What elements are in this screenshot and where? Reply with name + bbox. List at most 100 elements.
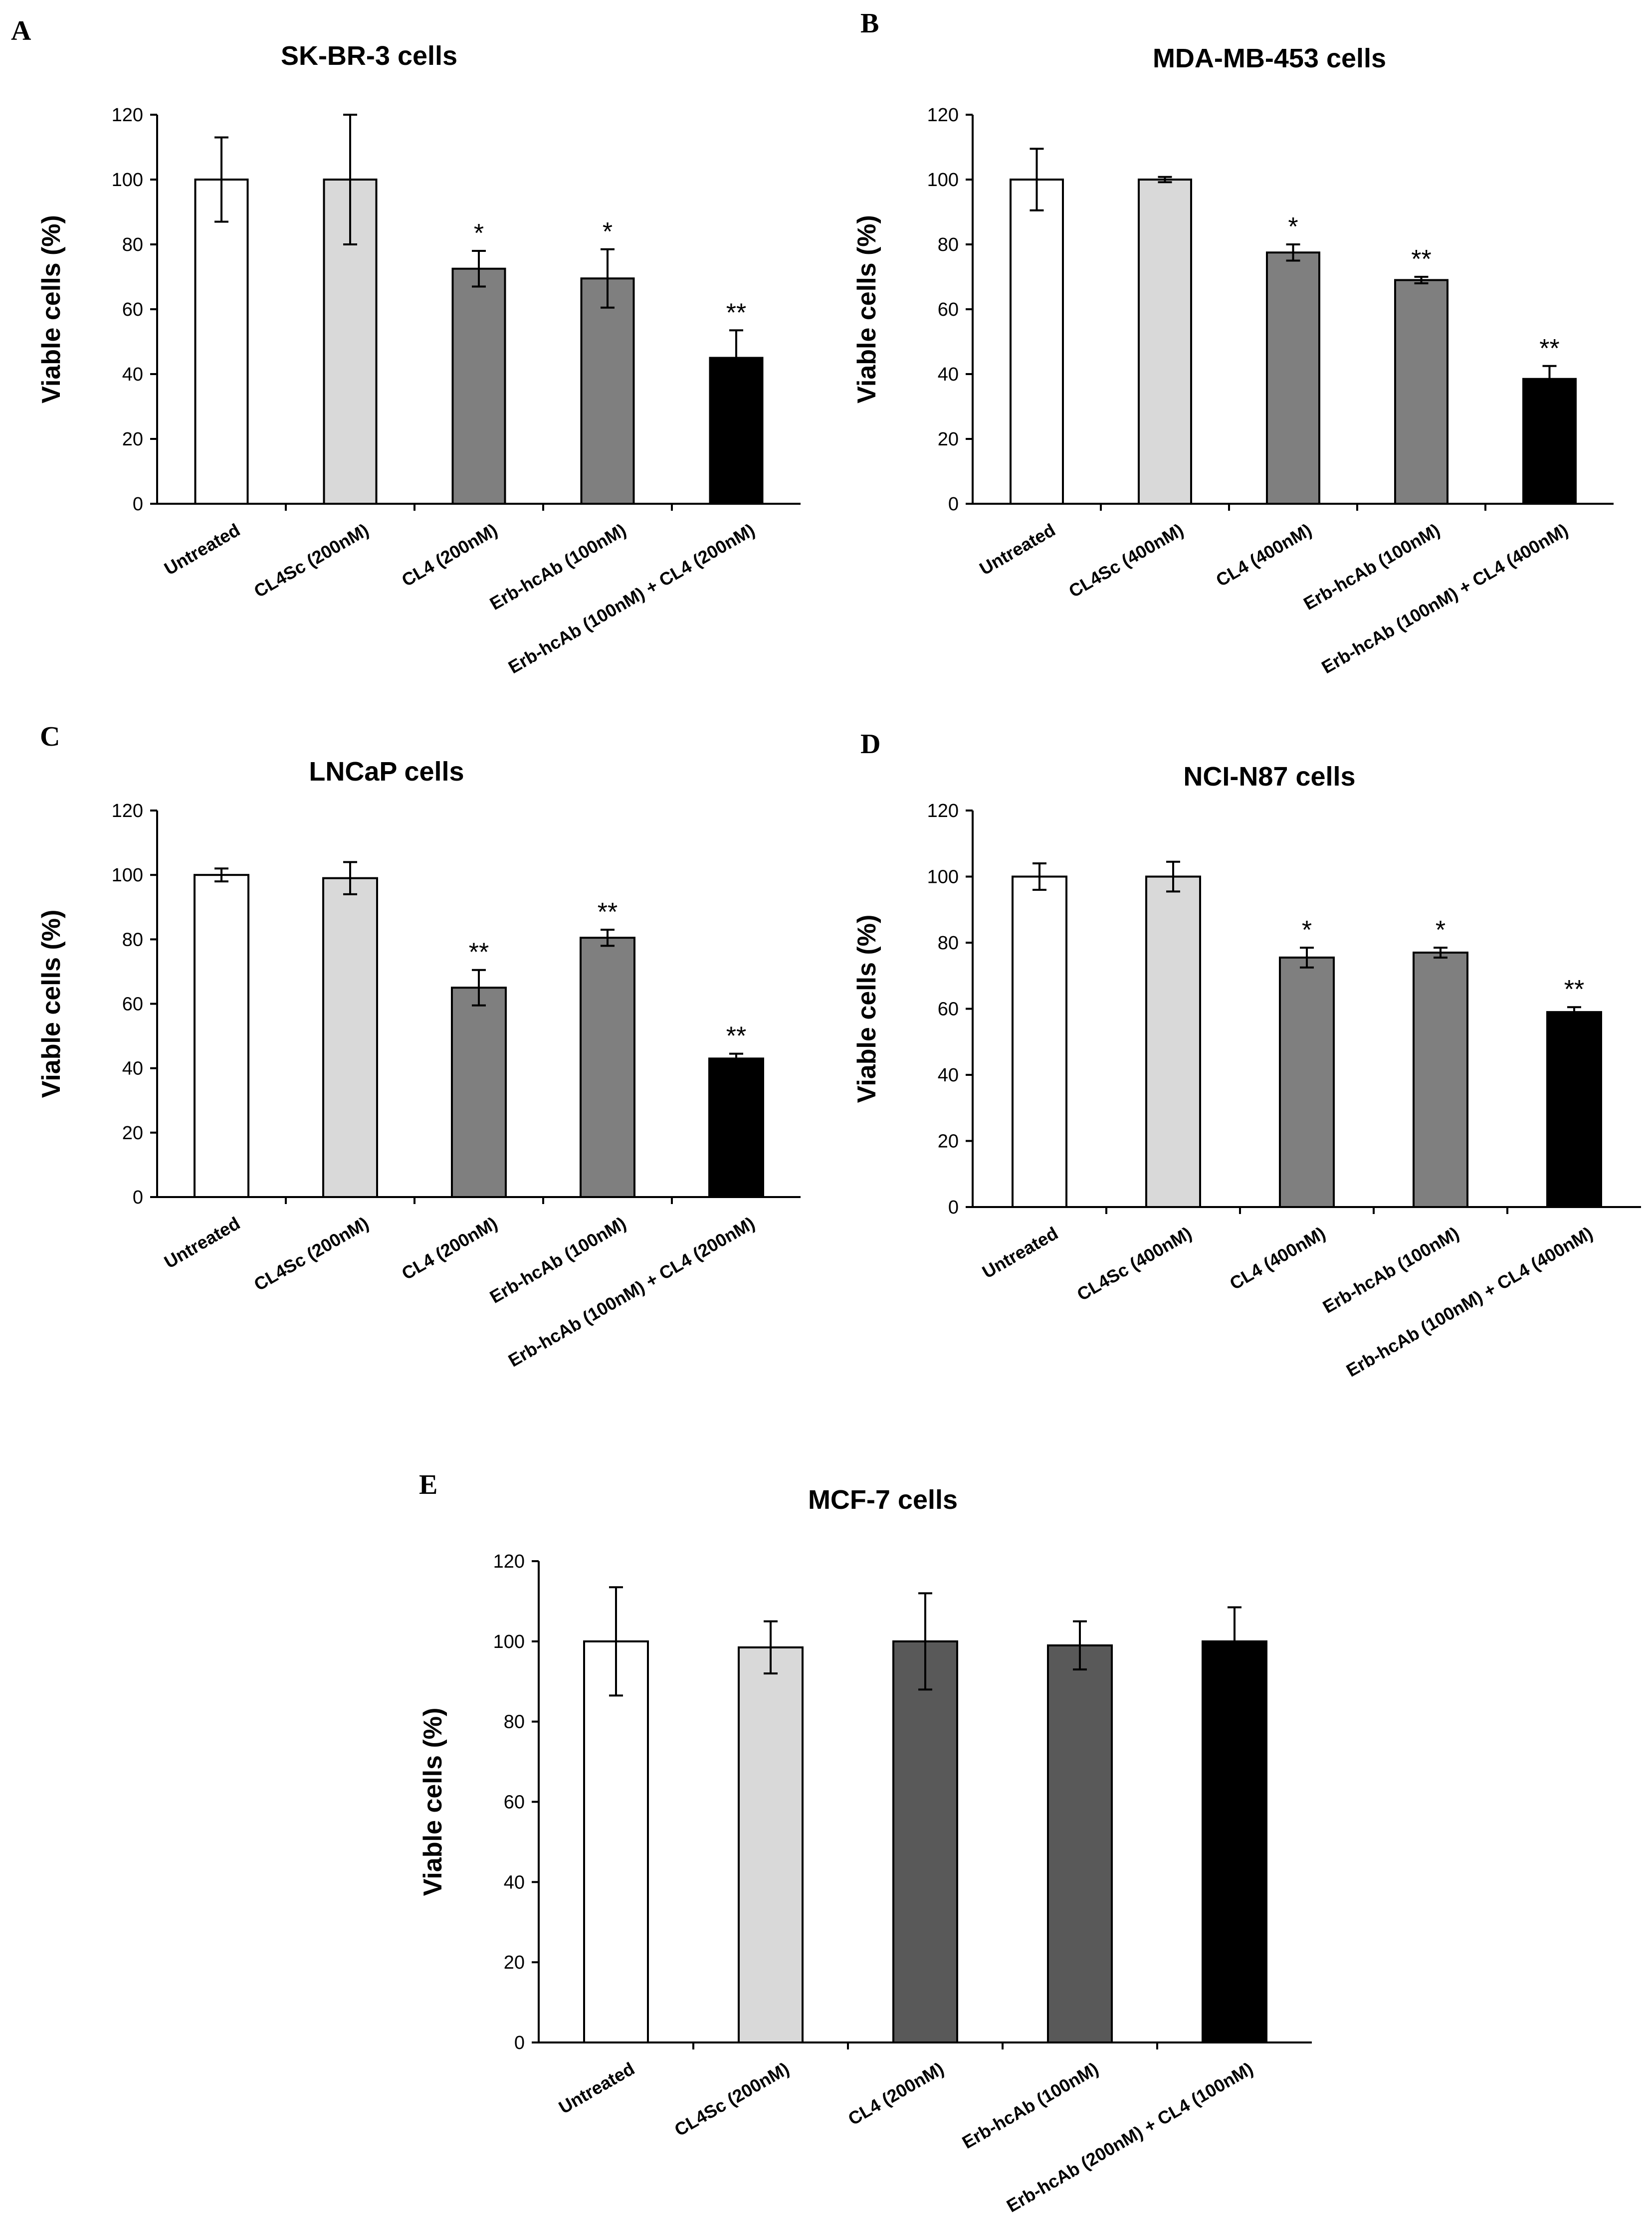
bar [1266,251,1320,505]
chart-title: MCF-7 cells [808,1485,958,1515]
significance-label: * [1302,916,1312,945]
bar [1145,875,1201,1208]
bar [194,179,249,505]
y-tick-label: 60 [504,1792,525,1813]
category-label: Untreated [161,519,243,579]
y-tick-label: 80 [122,929,143,950]
significance-label: ** [726,298,746,327]
y-tick-label: 40 [122,364,143,385]
category-label: CL4Sc (400nM) [1065,519,1187,602]
bar [892,1640,958,2043]
category-label: CL4Sc (200nM) [250,1213,372,1295]
y-tick-label: 60 [938,299,959,320]
chart-title: MDA-MB-453 cells [1153,43,1386,73]
category-label: CL4 (200nM) [844,2058,947,2129]
y-tick-label: 100 [493,1631,525,1652]
bar [583,1640,649,2043]
y-tick-label: 60 [938,999,959,1020]
bar [1010,179,1064,505]
y-axis-label: Viable cells (%) [852,215,881,404]
panel-letter: E [419,1469,437,1500]
significance-label: ** [598,898,618,927]
y-tick-label: 100 [112,170,143,191]
bar [1047,1644,1113,2043]
bar [1394,279,1448,505]
category-label: Untreated [161,1213,243,1272]
category-label: CL4Sc (200nM) [671,2058,793,2140]
panel-letter: B [860,8,879,39]
significance-label: ** [726,1022,746,1051]
y-tick-label: 100 [927,170,959,191]
panel-letter: D [860,729,880,760]
y-tick-label: 80 [122,234,143,255]
significance-label: ** [1411,245,1431,274]
category-label: CL4 (400nM) [1213,519,1315,591]
category-label: CL4Sc (200nM) [250,519,372,602]
bar [1279,956,1335,1208]
bar [322,877,378,1198]
category-label: Erb-hcAb (100nM) + CL4 (400nM) [1318,519,1571,677]
y-tick-label: 80 [938,234,959,255]
category-label: CL4 (200nM) [398,519,501,591]
category-label: Erb-hcAb (100nM) + CL4 (200nM) [505,1213,758,1371]
chart-title: SK-BR-3 cells [281,41,457,71]
bar [451,267,506,505]
bar [194,874,249,1198]
category-label: Untreated [555,2058,638,2118]
y-tick-label: 20 [938,429,959,450]
y-tick-label: 0 [133,494,143,515]
y-tick-label: 0 [133,1187,143,1208]
y-tick-label: 60 [122,994,143,1015]
significance-label: * [1436,916,1446,945]
category-label: Untreated [979,1222,1061,1282]
y-tick-label: 0 [948,494,959,515]
panel-c: C LNCaP cells Viable cells (%) 0 20 40 60 80 100… [37,721,801,1371]
panel-d: D NCI-N87 cells Viable cells (%) 0 20 40 60 80 1… [852,729,1641,1381]
bar [580,937,635,1198]
y-tick-label: 120 [112,801,143,821]
bar [1546,1011,1602,1208]
bar [738,1646,804,2043]
significance-label: * [603,217,613,246]
y-tick-label: 0 [948,1197,959,1218]
significance-label: ** [469,938,489,967]
chart-title: NCI-N87 cells [1183,762,1355,792]
significance-label: * [474,219,484,248]
y-tick-label: 20 [938,1131,959,1152]
y-tick-label: 80 [504,1712,525,1733]
y-tick-label: 0 [514,2033,525,2053]
category-label: CL4 (400nM) [1226,1222,1329,1294]
category-label: Erb-hcAb (100nM) [959,2058,1102,2153]
significance-label: * [1288,212,1298,241]
bar [580,277,635,505]
y-tick-label: 20 [504,1952,525,1973]
panel-letter: A [11,15,31,46]
category-label: Erb-hcAb (100nM) [1319,1222,1462,1317]
bar [323,179,378,505]
significance-label: ** [1539,334,1559,363]
panel-e: E MCF-7 cells Viable cells (%) 0 20 40 60 80 100… [418,1469,1312,2216]
y-tick-label: 20 [122,1123,143,1144]
y-tick-label: 60 [122,299,143,320]
y-axis-label: Viable cells (%) [418,1708,447,1896]
y-tick-label: 120 [112,105,143,126]
y-axis-label: Viable cells (%) [852,915,881,1103]
bar [1522,378,1577,505]
bar [1138,179,1192,505]
y-tick-label: 40 [122,1058,143,1079]
bar [1012,875,1067,1208]
y-tick-label: 40 [504,1872,525,1893]
bar [1413,951,1468,1208]
panel-a: A SK-BR-3 cells Viable cells (%) 0 20 40 60 80 1… [11,15,801,677]
y-tick-label: 80 [938,933,959,954]
y-tick-label: 20 [122,429,143,450]
y-tick-label: 100 [927,867,959,888]
chart-title: LNCaP cells [309,757,464,787]
category-label: Erb-hcAb (100nM) + CL4 (400nM) [1343,1222,1596,1381]
bar [1202,1640,1267,2043]
y-tick-label: 40 [938,1065,959,1086]
category-label: Erb-hcAb (100nM) + CL4 (200nM) [505,519,758,677]
y-tick-label: 120 [927,801,959,821]
bar [451,987,507,1199]
